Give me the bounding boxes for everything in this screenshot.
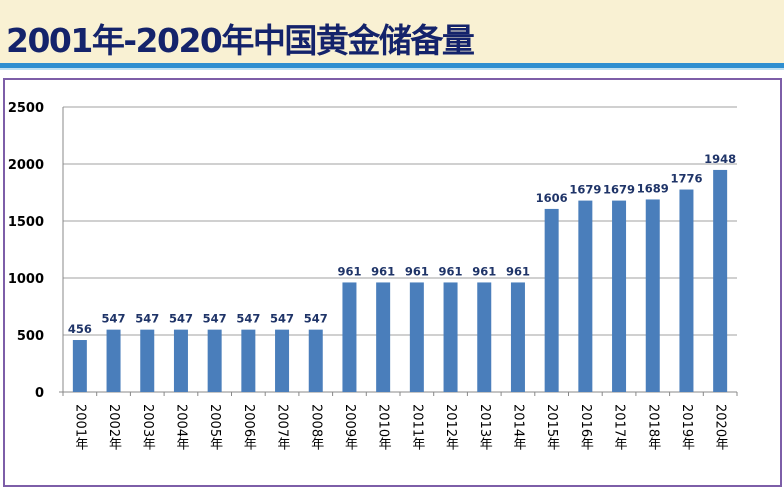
x-tick-label: 2009年 bbox=[342, 404, 358, 451]
data-label: 961 bbox=[371, 264, 395, 278]
data-label: 961 bbox=[506, 264, 530, 278]
x-tick-label: 2014年 bbox=[510, 404, 526, 451]
x-tick-label: 2018年 bbox=[645, 404, 661, 451]
y-tick-label: 2000 bbox=[8, 158, 44, 173]
bar bbox=[241, 329, 256, 392]
data-label: 1948 bbox=[704, 152, 736, 166]
x-tick-label: 2003年 bbox=[140, 404, 156, 451]
bar bbox=[409, 282, 424, 392]
data-label: 547 bbox=[203, 312, 227, 326]
data-label: 456 bbox=[68, 322, 92, 336]
x-tick-label: 2011年 bbox=[409, 404, 425, 451]
bar bbox=[376, 282, 391, 392]
x-tick-label: 2010年 bbox=[376, 404, 392, 451]
data-label: 1606 bbox=[536, 191, 568, 205]
x-tick-label: 2004年 bbox=[173, 404, 189, 451]
x-tick-label: 2016年 bbox=[578, 404, 594, 451]
x-tick-label: 2015年 bbox=[544, 404, 560, 451]
data-label: 961 bbox=[337, 264, 361, 278]
data-label: 547 bbox=[270, 312, 294, 326]
bar bbox=[173, 329, 188, 392]
bar bbox=[207, 329, 222, 392]
bar bbox=[612, 200, 627, 392]
bar bbox=[443, 282, 458, 392]
data-label: 547 bbox=[236, 312, 260, 326]
y-tick-label: 1000 bbox=[8, 272, 44, 287]
bar bbox=[544, 208, 559, 392]
bar bbox=[140, 329, 155, 392]
x-tick-label: 2005年 bbox=[207, 404, 223, 451]
bar bbox=[713, 169, 728, 392]
x-tick-label: 2006年 bbox=[241, 404, 257, 451]
data-label: 1776 bbox=[670, 172, 702, 186]
x-tick-label: 2020年 bbox=[713, 404, 729, 451]
bar bbox=[510, 282, 525, 392]
data-label: 547 bbox=[102, 312, 126, 326]
x-tick-label: 2008年 bbox=[308, 404, 324, 451]
x-tick-label: 2002年 bbox=[106, 404, 122, 451]
x-tick-label: 2017年 bbox=[612, 404, 628, 451]
bar bbox=[308, 329, 323, 392]
x-tick-label: 2013年 bbox=[477, 404, 493, 451]
bar bbox=[477, 282, 492, 392]
y-tick-label: 500 bbox=[17, 329, 44, 344]
data-label: 547 bbox=[135, 312, 159, 326]
bar bbox=[72, 340, 87, 392]
data-label: 1679 bbox=[603, 183, 635, 197]
data-label: 961 bbox=[439, 264, 463, 278]
bar bbox=[578, 200, 593, 392]
x-tick-label: 2012年 bbox=[443, 404, 459, 451]
bar bbox=[106, 329, 121, 392]
x-tick-label: 2001年 bbox=[72, 404, 88, 451]
y-tick-label: 1500 bbox=[8, 215, 44, 230]
x-tick-label: 2019年 bbox=[679, 404, 695, 451]
bar bbox=[275, 329, 290, 392]
data-label: 961 bbox=[405, 264, 429, 278]
data-label: 1689 bbox=[637, 181, 669, 195]
page-title: 2001年-2020年中国黄金储备量 bbox=[6, 21, 475, 60]
data-label: 547 bbox=[169, 312, 193, 326]
data-label: 961 bbox=[472, 264, 496, 278]
title-divider-light bbox=[0, 68, 784, 70]
bar bbox=[342, 282, 357, 392]
bar bbox=[679, 189, 694, 392]
data-label: 1679 bbox=[569, 183, 601, 197]
data-label: 547 bbox=[304, 312, 328, 326]
bar bbox=[645, 199, 660, 392]
y-tick-label: 2500 bbox=[8, 101, 44, 116]
y-tick-label: 0 bbox=[35, 386, 44, 401]
title-bar: 2001年-2020年中国黄金储备量 bbox=[0, 0, 784, 63]
x-tick-label: 2007年 bbox=[275, 404, 291, 451]
title-divider bbox=[0, 63, 784, 68]
